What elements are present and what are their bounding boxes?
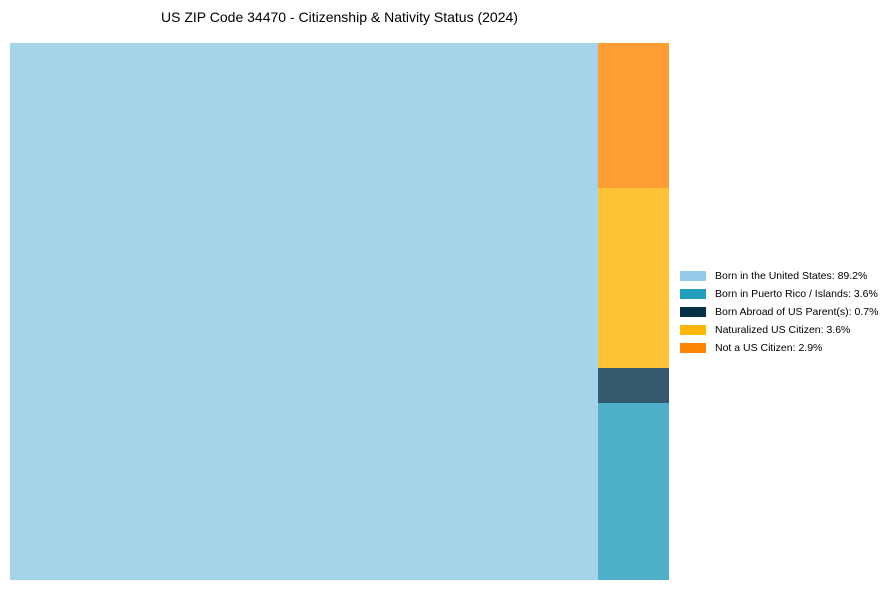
legend-item-born-abroad-us-parents: Born Abroad of US Parent(s): 0.7% <box>680 303 878 321</box>
legend-swatch <box>680 271 706 281</box>
tile-born-in-us <box>10 43 598 580</box>
legend-swatch <box>680 289 706 299</box>
chart-title: US ZIP Code 34470 - Citizenship & Nativi… <box>161 9 518 25</box>
legend-swatch <box>680 343 706 353</box>
tile-born-puerto-rico <box>598 403 669 580</box>
legend-label: Born in the United States: 89.2% <box>715 270 868 282</box>
tile-not-us-citizen <box>598 43 669 188</box>
legend-swatch <box>680 325 706 335</box>
legend-label: Born Abroad of US Parent(s): 0.7% <box>715 306 879 318</box>
legend-label: Naturalized US Citizen: 3.6% <box>715 324 851 336</box>
legend-item-born-in-us: Born in the United States: 89.2% <box>680 267 878 285</box>
legend-item-not-us-citizen: Not a US Citizen: 2.9% <box>680 339 878 357</box>
legend-swatch <box>680 307 706 317</box>
legend-item-born-puerto-rico: Born in Puerto Rico / Islands: 3.6% <box>680 285 878 303</box>
legend: Born in the United States: 89.2% Born in… <box>680 267 878 357</box>
tile-naturalized-citizen <box>598 188 669 368</box>
legend-label: Born in Puerto Rico / Islands: 3.6% <box>715 288 878 300</box>
legend-item-naturalized-citizen: Naturalized US Citizen: 3.6% <box>680 321 878 339</box>
tile-born-abroad-us-parents <box>598 368 669 403</box>
legend-label: Not a US Citizen: 2.9% <box>715 342 823 354</box>
